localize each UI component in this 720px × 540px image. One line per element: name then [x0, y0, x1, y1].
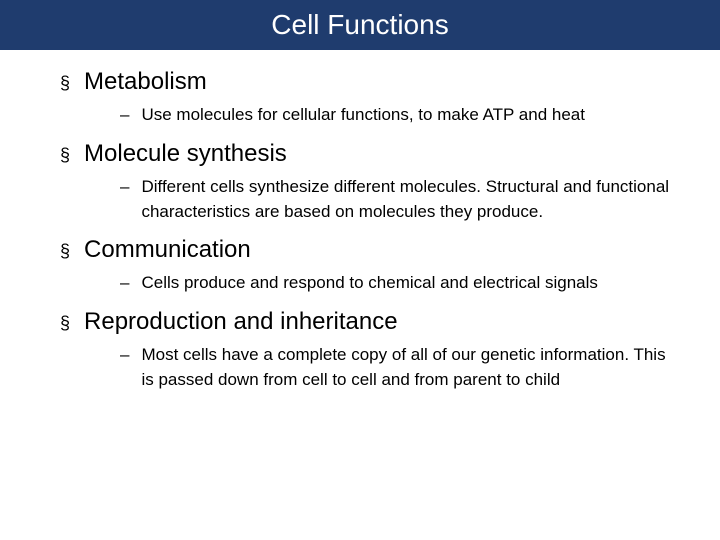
sub-row: – Cells produce and respond to chemical … [120, 271, 680, 296]
sub-row: – Most cells have a complete copy of all… [120, 343, 680, 392]
bullet-icon: § [60, 71, 70, 96]
sub-block: – Use molecules for cellular functions, … [120, 103, 680, 128]
sub-block: – Cells produce and respond to chemical … [120, 271, 680, 296]
section-heading: Communication [84, 234, 251, 265]
section-row: § Molecule synthesis [60, 138, 680, 169]
slide-content: § Metabolism – Use molecules for cellula… [0, 50, 720, 413]
dash-icon: – [120, 175, 129, 200]
sub-text: Cells produce and respond to chemical an… [141, 271, 597, 296]
bullet-icon: § [60, 239, 70, 264]
dash-icon: – [120, 343, 129, 368]
slide-header: Cell Functions [0, 0, 720, 50]
sub-text: Most cells have a complete copy of all o… [141, 343, 680, 392]
sub-text: Different cells synthesize different mol… [141, 175, 680, 224]
section-heading: Reproduction and inheritance [84, 306, 398, 337]
section-row: § Communication [60, 234, 680, 265]
section-heading: Metabolism [84, 66, 207, 97]
dash-icon: – [120, 103, 129, 128]
sub-row: – Use molecules for cellular functions, … [120, 103, 680, 128]
section-heading: Molecule synthesis [84, 138, 287, 169]
sub-text: Use molecules for cellular functions, to… [141, 103, 585, 128]
bullet-icon: § [60, 311, 70, 336]
sub-block: – Most cells have a complete copy of all… [120, 343, 680, 392]
dash-icon: – [120, 271, 129, 296]
sub-row: – Different cells synthesize different m… [120, 175, 680, 224]
bullet-icon: § [60, 143, 70, 168]
sub-block: – Different cells synthesize different m… [120, 175, 680, 224]
section-row: § Reproduction and inheritance [60, 306, 680, 337]
slide-title: Cell Functions [271, 9, 448, 41]
section-row: § Metabolism [60, 66, 680, 97]
